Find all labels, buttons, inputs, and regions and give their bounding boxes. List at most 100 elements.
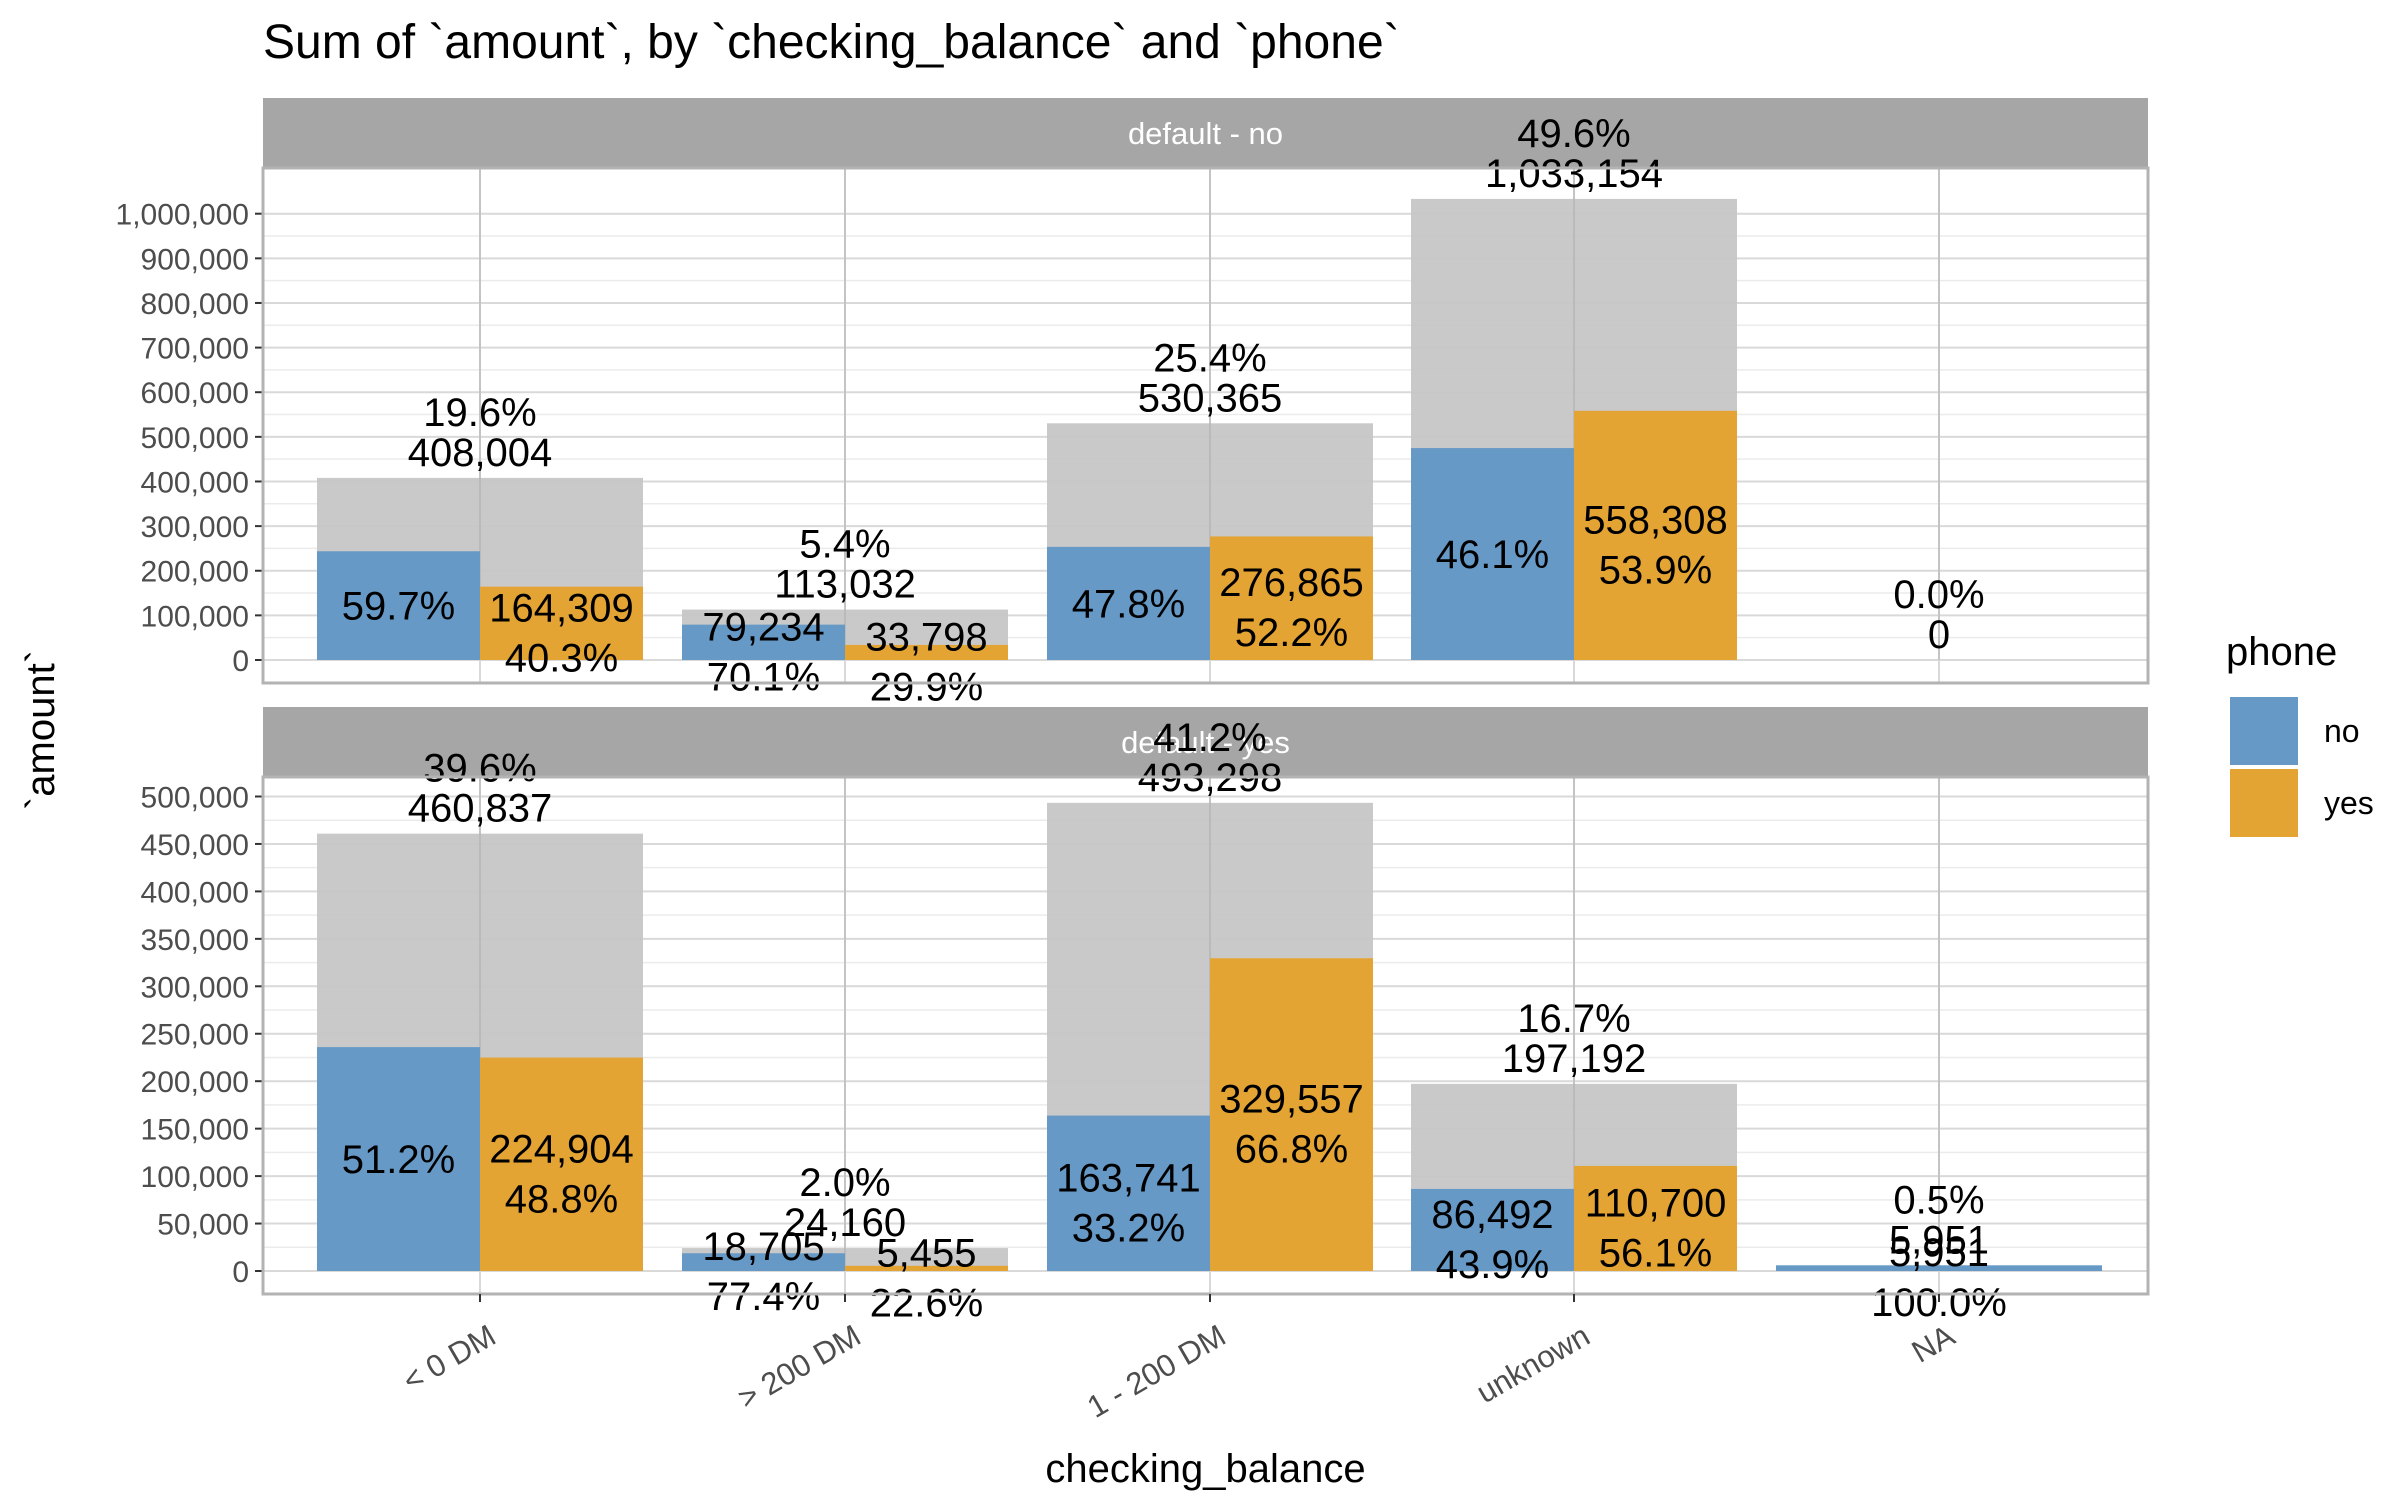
total-percent-label: 49.6% [1517, 112, 1630, 156]
y-tick-label: 500,000 [141, 781, 249, 814]
bar-no [1411, 448, 1574, 660]
total-value-label: 24,160 [784, 1201, 906, 1245]
total-percent-label: 0.0% [1893, 573, 1984, 617]
x-tick-label: > 200 DM [732, 1318, 867, 1416]
y-tick-label: 100,000 [141, 1161, 249, 1194]
y-tick-label: 150,000 [141, 1114, 249, 1147]
total-percent-label: 16.7% [1517, 997, 1630, 1041]
y-tick-label: 200,000 [141, 1066, 249, 1099]
bar-yes [480, 1057, 643, 1271]
total-percent-label: 39.6% [423, 747, 536, 791]
bar-value-label: 329,557 [1219, 1078, 1364, 1122]
facet-strip-2 [263, 707, 2148, 777]
bar-percent-label: 70.1% [707, 655, 820, 699]
panel-frame-2 [261, 775, 2150, 1296]
bar-value-label: 276,865 [1219, 561, 1364, 605]
bar-no [317, 551, 480, 660]
bar-value-label: 5,951 [1889, 1231, 1989, 1275]
facet-strip-label-1: default - no [1128, 116, 1283, 151]
facet-strip-label-2: default - yes [1121, 725, 1290, 760]
y-tick-label: 500,000 [141, 422, 249, 455]
total-value-label: 5,951 [1889, 1218, 1989, 1262]
total-percent-label: 0.5% [1893, 1178, 1984, 1222]
bar-value-label: 86,492 [1431, 1193, 1553, 1237]
bar-percent-label: 48.8% [505, 1177, 618, 1221]
bar-yes [845, 644, 1008, 660]
total-value-label: 408,004 [408, 431, 553, 475]
bar-value-label: 33,798 [865, 615, 987, 659]
bar-no [1776, 1265, 2102, 1271]
total-value-label: 0 [1928, 613, 1950, 657]
total-percent-label: 19.6% [423, 391, 536, 435]
y-tick-label: 600,000 [141, 377, 249, 410]
bar-value-label: 18,705 [702, 1225, 824, 1269]
total-value-label: 460,837 [408, 787, 553, 831]
x-tick-label: 1 - 200 DM [1081, 1318, 1231, 1425]
y-tick-label: 800,000 [141, 288, 249, 321]
y-tick-label: 0 [232, 645, 249, 678]
y-tick-label: 1,000,000 [116, 199, 249, 232]
bar-percent-label: 46.1% [1436, 533, 1549, 577]
bar-value-label: 79,234 [702, 605, 824, 649]
legend-label-no: no [2324, 713, 2360, 749]
bar-no [682, 1253, 845, 1271]
y-tick-label: 450,000 [141, 829, 249, 862]
total-percent-label: 5.4% [799, 523, 890, 567]
bar-percent-label: 52.2% [1235, 611, 1348, 655]
bar-no [317, 1047, 480, 1271]
total-value-label: 530,365 [1138, 376, 1283, 420]
bar-percent-label: 47.8% [1072, 582, 1185, 626]
bar-yes [845, 1265, 1008, 1271]
bar-percent-label: 33.2% [1072, 1206, 1185, 1250]
bar-value-label: 5,455 [876, 1231, 976, 1275]
bar-yes [1574, 1165, 1737, 1271]
x-tick-label: < 0 DM [397, 1318, 502, 1399]
bar-yes [1574, 410, 1737, 660]
bar-percent-label: 51.2% [342, 1138, 455, 1182]
bar-percent-label: 66.8% [1235, 1128, 1348, 1172]
y-tick-label: 50,000 [157, 1209, 249, 1242]
x-axis-title: checking_balance [1045, 1447, 1365, 1491]
bar-percent-label: 53.9% [1599, 548, 1712, 592]
bar-yes [480, 586, 643, 660]
total-percent-label: 41.2% [1153, 716, 1266, 760]
total-value-label: 197,192 [1502, 1037, 1647, 1081]
bar-no [1047, 1115, 1210, 1271]
bar-percent-label: 40.3% [505, 636, 618, 680]
x-tick-label: NA [1906, 1318, 1961, 1370]
y-tick-label: 250,000 [141, 1019, 249, 1052]
y-tick-label: 300,000 [141, 511, 249, 544]
bar-yes [1210, 958, 1373, 1271]
bar-no [1047, 546, 1210, 660]
y-tick-label: 0 [232, 1256, 249, 1289]
y-tick-label: 300,000 [141, 971, 249, 1004]
bar-value-label: 164,309 [489, 586, 634, 630]
bar-percent-label: 22.6% [870, 1281, 983, 1325]
panel-frame-1 [261, 166, 2150, 685]
total-percent-label: 2.0% [799, 1161, 890, 1205]
legend-key-yes [2230, 769, 2298, 837]
y-tick-label: 700,000 [141, 333, 249, 366]
bar-no [682, 624, 845, 660]
facet-strip-1 [263, 98, 2148, 168]
legend-title: phone [2226, 630, 2337, 674]
bar-value-label: 110,700 [1585, 1181, 1727, 1225]
y-tick-label: 900,000 [141, 243, 249, 276]
bar-no [1411, 1188, 1574, 1271]
bar-value-label: 224,904 [489, 1127, 634, 1171]
total-percent-label: 25.4% [1153, 336, 1266, 380]
bar-percent-label: 43.9% [1436, 1243, 1549, 1287]
y-tick-label: 400,000 [141, 876, 249, 909]
bar-value-label: 558,308 [1583, 498, 1728, 542]
chart-title: Sum of `amount`, by `checking_balance` a… [263, 16, 1400, 69]
bar-percent-label: 77.4% [707, 1275, 820, 1319]
legend-label-yes: yes [2324, 785, 2374, 821]
total-value-label: 1,033,154 [1485, 152, 1663, 196]
bar-percent-label: 56.1% [1599, 1231, 1712, 1275]
x-tick-label: unknown [1471, 1318, 1596, 1410]
y-axis-title: `amount` [19, 650, 63, 810]
bar-percent-label: 29.9% [870, 665, 983, 709]
bar-yes [1210, 536, 1373, 660]
